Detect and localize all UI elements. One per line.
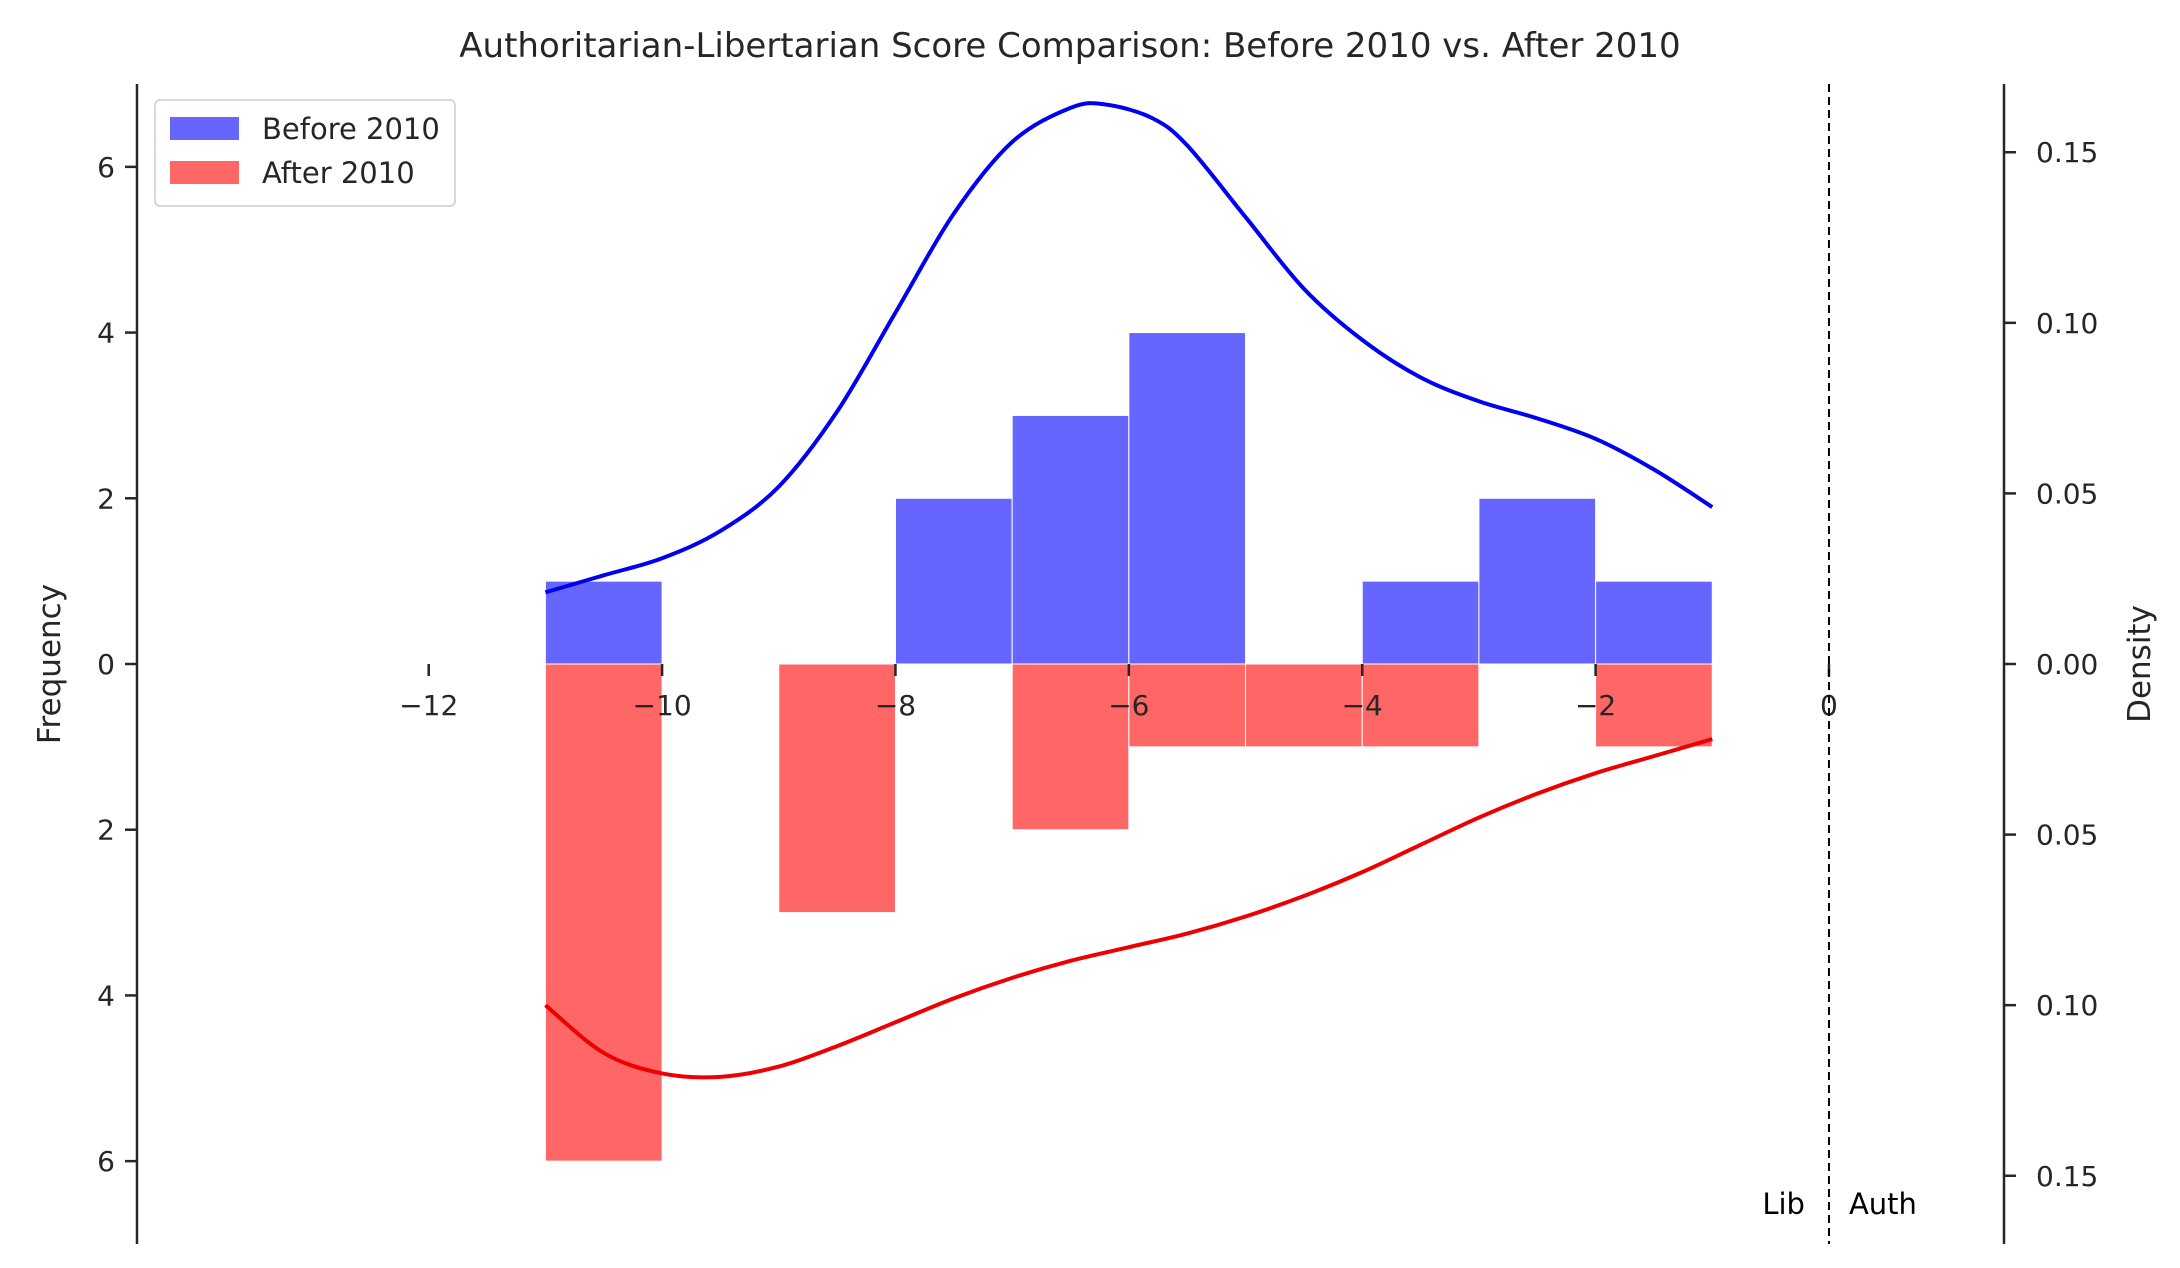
y-tick-label: 2 <box>97 482 115 515</box>
bar-before-4 <box>1011 414 1130 665</box>
bar-after-2 <box>778 663 896 914</box>
bar-after-6 <box>1245 663 1363 748</box>
y-tick-label: 4 <box>97 317 115 350</box>
x-tick-label: −12 <box>399 689 458 722</box>
bar-before-0 <box>544 580 663 665</box>
kde-line-before <box>544 101 1714 595</box>
y2-tick-label: 0.15 <box>2036 136 2098 169</box>
y2-tick-label: 0.05 <box>2036 477 2098 510</box>
x-tick-label: 0 <box>1820 689 1838 722</box>
y-axis-label: Frequency <box>32 584 68 744</box>
y-tick-label: 6 <box>97 1145 115 1178</box>
bar-before-7 <box>1361 580 1480 665</box>
y-tick-label: 6 <box>97 151 115 184</box>
y2-tick-label: 0.05 <box>2036 819 2098 852</box>
kde-curves <box>544 101 1714 1080</box>
legend: Before 2010 After 2010 <box>154 99 456 207</box>
bar-before-3 <box>894 497 1013 665</box>
annotation-lib: Lib <box>1762 1187 1805 1221</box>
x-tick-label: −6 <box>1108 689 1149 722</box>
x-tick-label: −10 <box>633 689 692 722</box>
legend-swatch-0 <box>170 117 239 140</box>
y2-tick-label: 0.10 <box>2036 989 2098 1022</box>
x-tick-label: −4 <box>1342 689 1383 722</box>
bar-before-5 <box>1128 332 1247 665</box>
annotations: Lib Auth <box>1762 1187 1917 1221</box>
x-tick-label: −8 <box>875 689 916 722</box>
bar-after-4 <box>1011 663 1130 831</box>
bar-before-8 <box>1478 497 1597 665</box>
bar-after-9 <box>1595 663 1713 748</box>
annotation-auth: Auth <box>1849 1187 1917 1221</box>
histogram-bars <box>544 332 1713 1162</box>
y2-axis-label: Density <box>2122 605 2158 723</box>
legend-label-1: After 2010 <box>262 156 415 190</box>
bar-after-0 <box>544 663 663 1162</box>
y2-tick-label: 0.10 <box>2036 307 2098 340</box>
y-tick-label: 4 <box>97 979 115 1012</box>
axes: 6 4 2 0 2 4 6 0.15 0.10 0.05 0.00 0.05 0.10 0.15 −12 −1… <box>97 84 2098 1244</box>
bar-after-5 <box>1128 663 1247 748</box>
bar-before-9 <box>1595 580 1713 665</box>
y2-tick-label: 0.15 <box>2036 1160 2098 1193</box>
bar-after-7 <box>1361 663 1480 748</box>
y2-tick-label: 0.00 <box>2036 648 2098 681</box>
x-tick-label: −2 <box>1575 689 1616 722</box>
legend-label-0: Before 2010 <box>262 112 440 146</box>
kde-line-after <box>544 737 1713 1080</box>
chart-title: Authoritarian-Libertarian Score Comparis… <box>459 26 1680 66</box>
y-tick-label: 2 <box>97 814 115 847</box>
legend-swatch-1 <box>170 161 239 184</box>
y-tick-label: 0 <box>97 648 115 681</box>
